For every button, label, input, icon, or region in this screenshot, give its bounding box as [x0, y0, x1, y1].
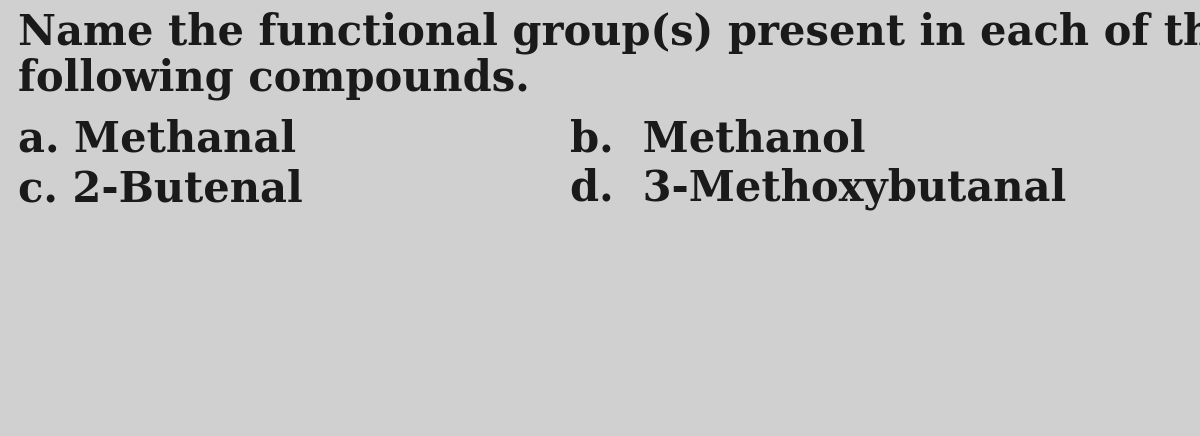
Text: a. Methanal: a. Methanal: [18, 118, 296, 160]
Text: following compounds.: following compounds.: [18, 58, 529, 101]
Text: d.  3-Methoxybutanal: d. 3-Methoxybutanal: [570, 168, 1067, 211]
Text: c. 2-Butenal: c. 2-Butenal: [18, 168, 302, 210]
Text: Name the functional group(s) present in each of the: Name the functional group(s) present in …: [18, 12, 1200, 54]
Text: b.  Methanol: b. Methanol: [570, 118, 865, 160]
